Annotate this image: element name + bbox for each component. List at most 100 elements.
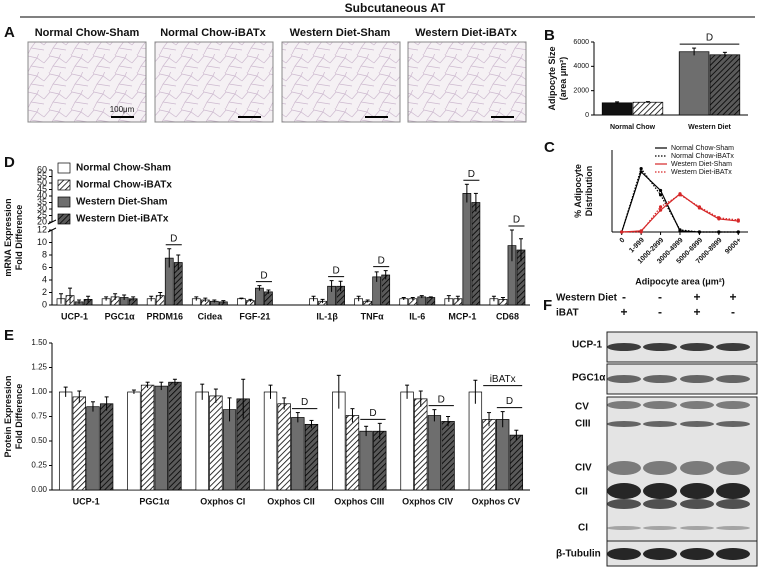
legend-swatch <box>57 196 71 208</box>
annotation: D <box>170 233 177 244</box>
blot-band <box>643 461 677 475</box>
x-tick-label: IL-6 <box>409 311 425 321</box>
blot-band <box>716 461 750 475</box>
y-tick-label: 35 <box>37 197 47 207</box>
blot-band <box>716 421 750 427</box>
band-label: CIII <box>575 419 591 430</box>
legend-label: Normal Chow-Sham <box>76 163 171 174</box>
annotation: D <box>301 397 308 408</box>
x-tick-label: TNFα <box>361 311 384 321</box>
x-tick-label: IL-1β <box>316 311 338 321</box>
bar <box>58 391 73 491</box>
y-tick-label: 6 <box>42 262 47 272</box>
point <box>736 230 740 234</box>
annotation: iBATx <box>490 374 516 385</box>
x-tick-label: Oxphos CIII <box>334 496 384 506</box>
point <box>717 216 721 220</box>
point <box>697 230 702 234</box>
bar <box>99 403 114 491</box>
y-axis-label: Protein Expression <box>3 375 13 457</box>
y-tick-label: 6000 <box>573 39 589 46</box>
blot-band <box>680 526 714 530</box>
blot-band <box>607 421 641 427</box>
band-label: CI <box>578 523 588 534</box>
blot-band <box>607 548 641 560</box>
blot-band <box>716 343 750 351</box>
x-tick-label: UCP-1 <box>73 496 100 506</box>
bar <box>209 395 223 491</box>
blot-sign: + <box>620 305 627 319</box>
y-tick-label: 0.50 <box>31 436 47 445</box>
blot-band <box>607 375 641 383</box>
legend-label: Western Diet-iBATx <box>671 169 732 176</box>
blot-band <box>680 499 714 509</box>
bar <box>86 406 100 491</box>
x-tick-label: Western Diet <box>688 124 731 131</box>
blot-band <box>607 461 641 475</box>
y-tick-label: 50 <box>37 177 47 187</box>
blot-band <box>607 499 641 509</box>
blot-band <box>607 401 641 409</box>
blot-band <box>643 526 677 530</box>
blot-row-label: Western Diet <box>556 293 618 304</box>
y-tick-label: 55 <box>37 171 47 181</box>
bar <box>277 403 291 491</box>
bar <box>509 434 524 491</box>
y-tick-label: 4 <box>42 274 47 284</box>
band-label: CIV <box>575 463 592 474</box>
bar <box>482 419 496 491</box>
blot-band <box>716 375 750 383</box>
scale-bar-label: 100μm <box>110 105 135 114</box>
y-tick-label: 40 <box>37 190 47 200</box>
point <box>620 230 624 234</box>
panel-letter: B <box>544 27 555 44</box>
bar <box>381 274 391 306</box>
x-tick-label: UCP-1 <box>61 311 88 321</box>
image-label: Normal Chow-iBATx <box>160 27 266 39</box>
panel-letter: C <box>544 139 555 156</box>
x-tick-label: Oxphos CIV <box>402 496 453 506</box>
histology-image <box>27 41 147 123</box>
legend-label: Normal Chow-iBATx <box>671 153 734 160</box>
bar <box>291 417 305 491</box>
bar <box>709 54 741 116</box>
x-tick-label: MCP-1 <box>448 311 476 321</box>
y-tick-label: 2000 <box>573 88 589 95</box>
x-tick-label: CD68 <box>496 311 519 321</box>
annotation: D <box>438 394 445 405</box>
bar <box>222 409 237 491</box>
y-tick-label: 45 <box>37 184 47 194</box>
blot-band <box>716 499 750 509</box>
legend-label: Western Diet-iBATx <box>76 214 169 225</box>
bar <box>168 381 182 491</box>
bar <box>373 430 387 491</box>
y-tick-label: 60 <box>37 164 47 174</box>
legend-swatch <box>57 213 71 225</box>
histology-image <box>407 41 527 123</box>
blot-band <box>643 375 677 383</box>
x-tick-label: 9000+ <box>724 237 743 256</box>
point <box>678 193 682 197</box>
series-line <box>621 170 739 233</box>
x-tick-label: FGF-21 <box>239 311 270 321</box>
y-tick-label: 1.50 <box>31 338 47 347</box>
legend-label: Western Diet-Sham <box>671 161 732 168</box>
point <box>658 205 663 209</box>
blot-band <box>643 401 677 409</box>
bar <box>359 430 373 491</box>
y-tick-label: 25 <box>37 210 47 220</box>
panel-letter: A <box>4 24 15 41</box>
blot-band <box>716 483 750 499</box>
x-tick-label: 0 <box>619 237 627 245</box>
blot-sign: + <box>729 290 736 304</box>
y-axis-label: % Adipocyte <box>573 164 583 218</box>
legend-swatch <box>57 179 71 191</box>
blot-band <box>716 526 750 530</box>
blot-sign: - <box>622 290 626 304</box>
x-tick-label: 1-999 <box>628 237 646 255</box>
legend-label: Western Diet-Sham <box>76 197 168 208</box>
blot-row-label: iBAT <box>556 308 579 319</box>
y-axis-label: mRNA Expression <box>3 198 13 276</box>
bar <box>127 391 141 491</box>
y-axis-label: Fold Difference <box>14 205 24 271</box>
